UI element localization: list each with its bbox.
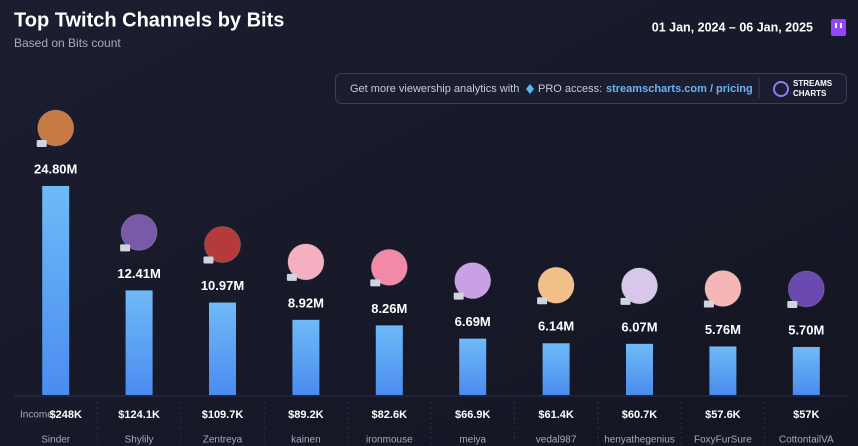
income-value: $66.9K xyxy=(455,409,491,421)
channel-name: meiya xyxy=(459,435,486,446)
date-range: 01 Jan, 2024 – 06 Jan, 2025 xyxy=(652,20,813,34)
logo-icon xyxy=(773,81,789,97)
value-label: 8.92M xyxy=(288,295,324,310)
flag-icon xyxy=(703,300,714,308)
avatar xyxy=(621,267,658,305)
chart-title: Top Twitch Channels by Bits xyxy=(14,9,284,31)
income-value: $109.7K xyxy=(202,409,244,421)
diamond-icon xyxy=(526,84,534,94)
chart-subtitle: Based on Bits count xyxy=(14,36,121,50)
income-value: $61.4K xyxy=(538,409,574,421)
avatar xyxy=(704,269,742,307)
value-label: 6.14M xyxy=(538,319,574,334)
avatar xyxy=(537,266,575,304)
income-value: $248K xyxy=(49,409,81,421)
flag-icon xyxy=(286,273,297,281)
channel-name: kainen xyxy=(291,435,320,446)
income-value: $57.6K xyxy=(705,409,741,421)
income-value: $124.1K xyxy=(118,409,160,421)
bar xyxy=(792,346,820,395)
value-label: 8.26M xyxy=(371,301,407,316)
banner-link[interactable]: streamscharts.com / pricing xyxy=(606,83,753,95)
flag-icon xyxy=(453,292,464,300)
value-label: 5.76M xyxy=(705,322,741,337)
income-value: $82.6K xyxy=(372,409,408,421)
income-value: $60.7K xyxy=(622,409,658,421)
banner-pro: PRO access: xyxy=(538,83,602,95)
flag-icon xyxy=(36,140,47,147)
channel-name: Sinder xyxy=(41,435,71,446)
value-label: 6.69M xyxy=(455,314,491,329)
channel-name: CottontailVA xyxy=(779,435,834,446)
channel-name: FoxyFurSure xyxy=(694,435,752,446)
income-value: $89.2K xyxy=(288,409,324,421)
income-value: $57K xyxy=(793,409,819,421)
bar xyxy=(125,290,153,395)
channel-name: vedal987 xyxy=(536,435,577,446)
flag-icon xyxy=(370,279,381,287)
avatar xyxy=(37,109,75,147)
channel-name: henyathegenius xyxy=(604,435,675,446)
flag-icon xyxy=(787,300,798,308)
channel-name: Shylily xyxy=(125,435,154,446)
flag-icon xyxy=(203,256,214,264)
logo-text: CHARTS xyxy=(793,89,827,98)
value-label: 12.41M xyxy=(117,266,160,281)
avatar xyxy=(287,243,325,281)
avatar xyxy=(120,213,158,251)
bar xyxy=(626,343,653,395)
bar xyxy=(542,343,570,395)
avatar xyxy=(787,270,825,308)
bar xyxy=(459,338,487,395)
avatar xyxy=(204,226,241,264)
flag-icon xyxy=(620,297,631,305)
flag-icon xyxy=(120,244,131,252)
channel-name: Zentreya xyxy=(203,435,243,446)
twitch-icon xyxy=(831,19,846,36)
bar xyxy=(42,186,70,395)
banner[interactable]: Get more viewership analytics with PRO a… xyxy=(335,73,847,104)
flag-icon xyxy=(537,297,548,305)
value-label: 6.07M xyxy=(621,319,657,334)
avatar xyxy=(454,262,492,300)
bar xyxy=(209,302,236,395)
bar xyxy=(709,346,737,395)
value-label: 10.97M xyxy=(201,278,244,293)
value-label: 5.70M xyxy=(788,322,824,337)
logo-text: STREAMS xyxy=(793,79,833,88)
channel-name: ironmouse xyxy=(366,435,413,446)
bar xyxy=(375,325,403,395)
avatar xyxy=(370,248,408,286)
banner-text: Get more viewership analytics with xyxy=(350,83,519,95)
bar xyxy=(292,319,320,395)
value-label: 24.80M xyxy=(34,161,77,176)
income-label: Income: xyxy=(20,410,56,421)
